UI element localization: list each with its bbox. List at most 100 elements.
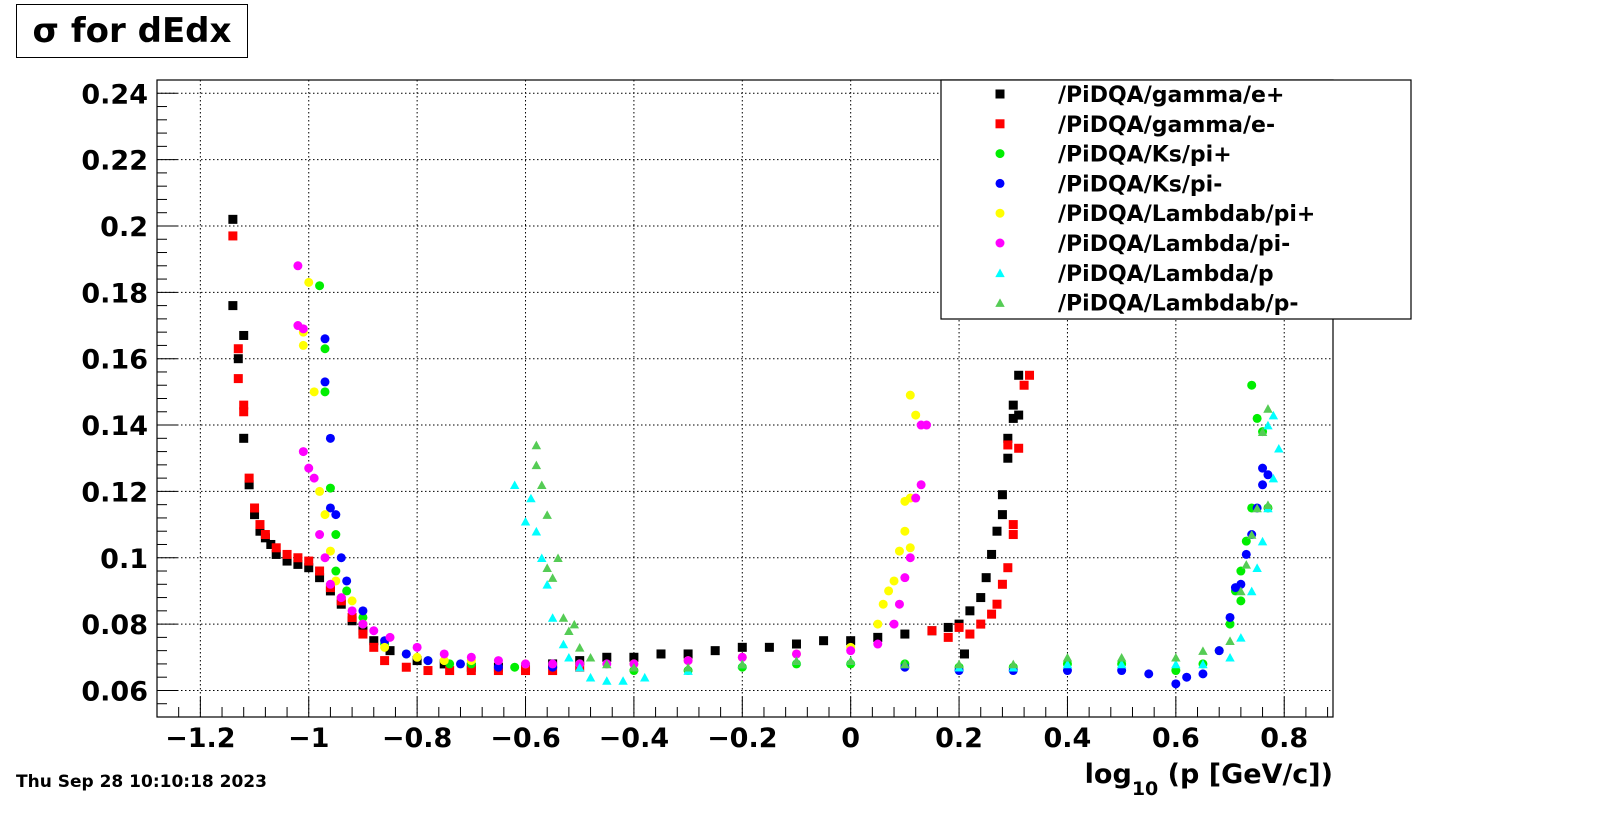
series-7-points — [531, 404, 1273, 672]
data-point — [1003, 453, 1013, 463]
x-tick-label: −0.4 — [599, 723, 669, 754]
data-point — [1198, 659, 1208, 669]
data-point — [1025, 370, 1035, 380]
data-point — [905, 543, 915, 553]
data-point — [309, 473, 319, 483]
data-point — [271, 549, 281, 559]
data-point — [315, 573, 325, 583]
x-tick-label: −1 — [288, 723, 329, 754]
y-tick-label: 0.22 — [81, 146, 148, 177]
data-point — [1263, 500, 1273, 509]
data-point — [315, 486, 325, 496]
data-point — [1014, 410, 1024, 420]
data-point — [304, 563, 314, 573]
data-point — [640, 672, 650, 682]
data-point — [331, 566, 341, 576]
data-point — [845, 656, 856, 665]
data-point — [997, 579, 1007, 589]
data-point — [228, 214, 238, 224]
data-point — [1241, 536, 1251, 546]
data-point — [547, 613, 558, 622]
data-point — [976, 593, 986, 603]
data-point — [1247, 380, 1257, 390]
series-2-points — [315, 281, 1273, 676]
x-axis-title-subscript: 10 — [1132, 778, 1158, 800]
legend-marker — [995, 238, 1005, 248]
x-tick-label: −1.2 — [165, 723, 235, 754]
legend-marker — [995, 119, 1005, 129]
data-point — [228, 231, 238, 241]
data-point — [1252, 503, 1262, 513]
y-tick-label: 0.16 — [81, 345, 148, 376]
data-point — [493, 662, 503, 672]
data-point — [1268, 473, 1279, 483]
data-point — [629, 652, 639, 662]
data-point — [873, 639, 883, 649]
data-point — [537, 480, 547, 490]
data-point — [1008, 413, 1018, 423]
data-point — [309, 387, 319, 397]
legend-label: /PiDQA/Lambda/p — [1058, 262, 1274, 287]
data-point — [878, 599, 888, 609]
data-point — [445, 666, 455, 676]
data-point — [894, 599, 904, 609]
data-point — [791, 649, 801, 659]
data-point — [1225, 619, 1235, 629]
data-point — [521, 666, 531, 676]
data-point — [233, 374, 243, 384]
data-point — [737, 652, 747, 662]
legend-label: /PiDQA/Lambdab/p- — [1058, 292, 1299, 317]
x-axis-title: log10 (p [GeV/c]) — [1085, 759, 1333, 800]
data-point — [298, 447, 308, 457]
data-point — [943, 622, 953, 632]
data-point — [298, 340, 308, 350]
data-point — [1257, 536, 1268, 546]
data-point — [439, 656, 449, 666]
timestamp: Thu Sep 28 10:10:18 2023 — [16, 772, 267, 792]
data-point — [439, 649, 449, 659]
data-point — [846, 636, 856, 646]
data-point — [1241, 549, 1251, 559]
data-point — [992, 526, 1002, 536]
y-tick-label: 0.12 — [81, 477, 148, 508]
series-3-points — [320, 334, 1273, 689]
data-point — [369, 642, 379, 652]
data-point — [282, 549, 292, 559]
data-point — [873, 619, 883, 629]
data-point — [602, 676, 612, 685]
grid — [157, 80, 1333, 717]
legend-marker — [995, 208, 1005, 218]
y-tick-label: 0.1 — [100, 544, 148, 575]
x-axis-title-rest: (p [GeV/c]) — [1158, 759, 1333, 790]
data-point — [764, 642, 774, 652]
data-point — [542, 510, 552, 519]
data-point — [347, 612, 357, 622]
data-point — [884, 586, 894, 596]
data-point — [1236, 596, 1246, 606]
data-point — [564, 653, 574, 662]
legend-marker — [995, 268, 1005, 278]
data-point — [466, 666, 476, 676]
data-point — [602, 652, 612, 662]
data-point — [228, 301, 238, 311]
y-tick-label: 0.24 — [81, 79, 148, 110]
data-point — [526, 493, 536, 503]
data-point — [656, 649, 666, 659]
data-point — [1117, 666, 1127, 676]
x-tick-label: 0.6 — [1152, 723, 1200, 754]
data-point — [1252, 413, 1262, 423]
data-point — [233, 344, 243, 354]
legend: /PiDQA/gamma/e+ /PiDQA/gamma/e- /PiDQA/Ks/… — [940, 79, 1412, 320]
data-point — [1214, 646, 1224, 656]
data-point — [239, 330, 249, 340]
data-point — [997, 510, 1007, 520]
data-point — [602, 659, 612, 669]
x-tick-label: −0.6 — [490, 723, 560, 754]
data-point — [320, 387, 330, 397]
data-point — [1171, 666, 1181, 676]
data-point — [987, 549, 997, 559]
data-point — [531, 460, 542, 470]
x-tick-label: 0 — [841, 723, 860, 754]
data-point — [423, 656, 433, 666]
